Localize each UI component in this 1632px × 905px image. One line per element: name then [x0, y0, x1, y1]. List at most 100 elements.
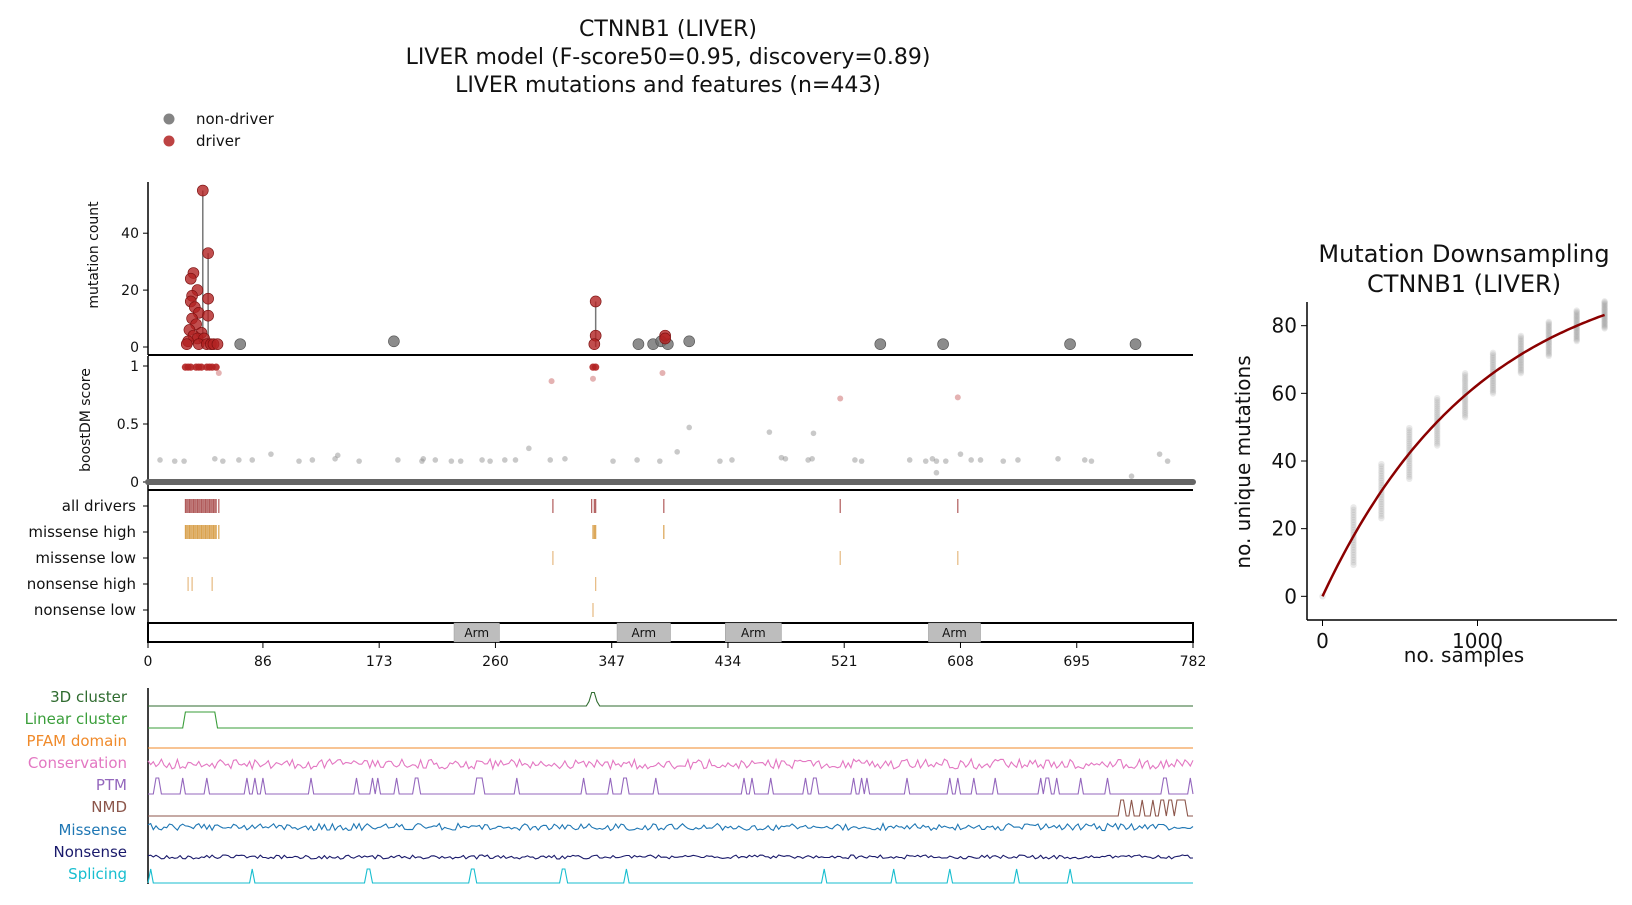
score-nondriver-point	[922, 458, 929, 464]
feature-label: Missense	[58, 821, 127, 839]
count-nondriver-point	[1129, 338, 1142, 350]
score-nondriver-point	[268, 451, 274, 457]
down-sample-point	[1461, 377, 1469, 385]
down-sample-point	[1545, 327, 1553, 335]
score-nondriver-point	[782, 456, 789, 462]
score-nondriver-point	[942, 458, 949, 464]
score-nondriver-point	[968, 457, 974, 463]
down-sample-point	[1461, 408, 1469, 415]
boostdm-score-panel: boostDM score 0 0.5 1	[78, 356, 1196, 491]
down-sample-point	[1545, 346, 1553, 354]
down-sample-point	[1434, 407, 1441, 414]
score-nondriver-point	[395, 457, 401, 463]
down-sample-point	[1489, 377, 1497, 385]
count-ytick-label: 0	[130, 340, 139, 356]
down-sample-point	[1545, 318, 1553, 326]
score-driver-point	[195, 363, 203, 371]
score-nondriver-point	[236, 457, 242, 463]
down-sample-point	[1406, 457, 1413, 465]
down-sample-point	[1350, 554, 1357, 561]
score-nondriver-point	[1128, 473, 1135, 480]
down-sample-point	[1489, 376, 1497, 383]
down-sample-point	[1573, 337, 1580, 345]
count-driver-point	[588, 338, 601, 350]
down-sample-point	[1601, 322, 1608, 330]
xtick-label: 347	[598, 654, 625, 670]
xtick-label: 782	[1180, 654, 1207, 670]
down-sample-point	[1573, 316, 1580, 324]
down-sample-point	[1573, 336, 1580, 343]
down-sample-point	[1489, 361, 1497, 369]
down-sample-point	[1517, 337, 1525, 344]
down-sample-point	[1601, 324, 1608, 331]
feature-line	[147, 854, 1194, 860]
down-sample-point	[1601, 306, 1608, 313]
score-nondriver-point	[686, 424, 693, 431]
score-nondriver-point	[634, 457, 640, 463]
feature-line	[147, 868, 1193, 884]
down-sample-point	[1489, 379, 1497, 387]
score-nondriver-point	[957, 451, 964, 457]
track-label: nonsense low	[34, 601, 136, 619]
down-sample-point	[1601, 302, 1608, 310]
down-sample-point	[1461, 402, 1469, 410]
down-sample-point	[1489, 351, 1497, 358]
down-sample-point	[1545, 343, 1553, 351]
score-nondriver-point	[1088, 458, 1095, 464]
down-sample-point	[1545, 330, 1553, 337]
score-nondriver-point	[334, 452, 341, 459]
down-sample-point	[1573, 314, 1580, 321]
down-sample-point	[1434, 438, 1441, 445]
feature-tracks-panel: 3D cluster Linear cluster PFAM domain Conse…	[25, 688, 1194, 884]
down-sample-point	[1545, 324, 1553, 332]
feature-label: NMD	[91, 798, 127, 816]
count-ytick-label: 40	[121, 226, 139, 242]
score-nondriver-point	[1000, 458, 1007, 464]
score-driver-point	[212, 363, 220, 371]
score-nondriver-point	[220, 458, 226, 464]
score-nondriver-point	[309, 457, 316, 463]
score-nondriver-point	[547, 457, 554, 463]
score-nondriver-point	[809, 456, 815, 462]
score-nondriver-point	[157, 457, 163, 463]
down-sample-point	[1434, 413, 1441, 420]
down-sample-point	[1517, 366, 1525, 374]
count-driver-point	[659, 332, 671, 345]
down-sample-point	[1461, 400, 1469, 408]
xtick-label: 173	[366, 654, 393, 670]
count-nondriver-point	[388, 335, 400, 348]
down-sample-point	[1573, 332, 1580, 339]
down-sample-point	[1350, 544, 1357, 551]
down-sample-point	[1350, 549, 1357, 556]
down-sample-point	[1489, 363, 1497, 371]
legend-label-non-driver: non-driver	[196, 110, 275, 128]
consequence-tracks-panel: all drivers missense high missense low nons…	[27, 490, 959, 622]
down-sample-point	[1406, 433, 1413, 441]
down-sample-point	[1434, 397, 1441, 404]
score-nondriver-point	[729, 457, 735, 463]
down-sample-point	[1378, 467, 1385, 475]
down-sample-point	[1573, 312, 1580, 320]
down-sample-point	[1461, 370, 1469, 377]
feature-line	[148, 711, 1193, 729]
score-driver-point	[659, 369, 666, 376]
down-xtick-label: 0	[1316, 629, 1329, 653]
down-sample-point	[1378, 514, 1385, 522]
count-driver-point	[180, 338, 193, 350]
score-nondriver-point	[1081, 457, 1088, 463]
count-driver-point	[589, 295, 602, 308]
down-ytick-label: 0	[1284, 584, 1297, 608]
down-sample-point	[1517, 369, 1525, 377]
down-sample-point	[1350, 509, 1357, 516]
down-sample-point	[1489, 365, 1497, 372]
down-sample-point	[1517, 355, 1525, 362]
down-sample-point	[1350, 511, 1357, 519]
count-nondriver-point	[234, 338, 247, 350]
down-sample-point	[1434, 434, 1441, 441]
score-driver-point	[548, 378, 555, 385]
down-sample-point	[1434, 423, 1441, 431]
down-sample-point	[1517, 334, 1525, 341]
down-sample-point	[1406, 466, 1413, 474]
down-sample-point	[1350, 556, 1357, 564]
xtick-label: 434	[715, 654, 742, 670]
